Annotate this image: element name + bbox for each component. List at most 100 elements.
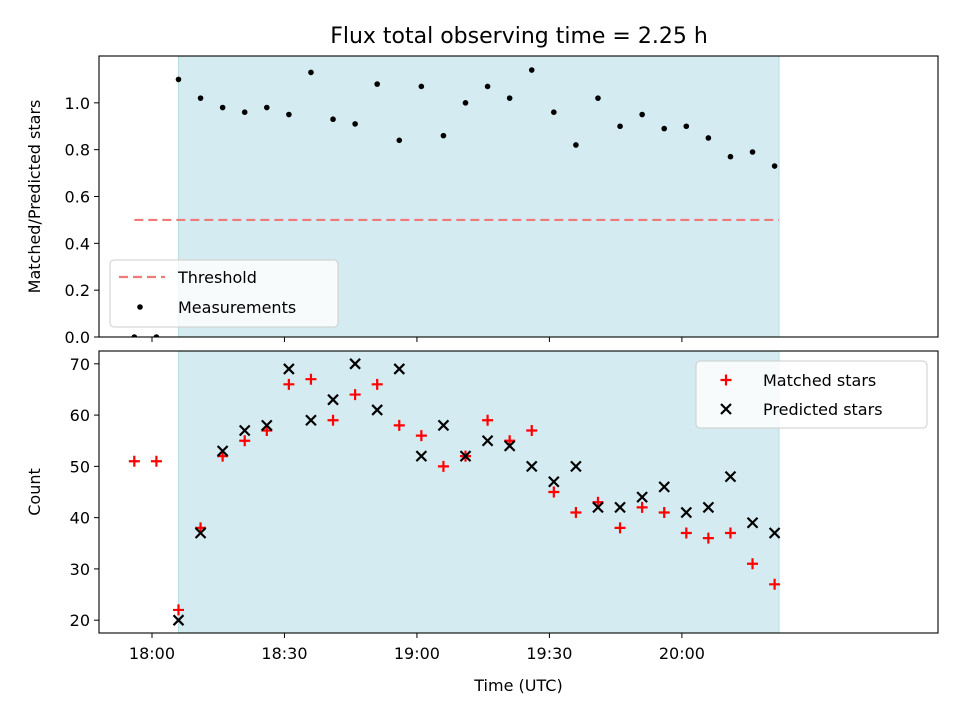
panel1-ytick-label: 0.8: [65, 141, 90, 160]
legend-measurements-swatch: [137, 304, 143, 310]
predicted-stars-point: [261, 419, 273, 432]
panel2-xtick-label: 18:30: [261, 644, 307, 663]
measurements-point: [484, 83, 491, 90]
matched-stars-point: [305, 373, 317, 385]
matched-stars-point: [371, 378, 383, 390]
matched-stars-point: [482, 414, 494, 426]
legend-predicted-label: Predicted stars: [763, 400, 883, 419]
panel2-ytick-label: 50: [70, 457, 90, 476]
matched-stars-point: [680, 527, 692, 539]
legend-predicted-swatch: [720, 403, 732, 415]
panel2-ylabel: Count: [25, 468, 44, 516]
matched-stars-point: [415, 430, 427, 442]
predicted-stars-point: [415, 450, 428, 462]
predicted-stars-point: [393, 363, 406, 375]
panel2-ytick-label: 20: [70, 611, 90, 630]
panel2-xtick-label: 20:00: [659, 644, 705, 663]
measurements-point: [771, 163, 778, 169]
matched-stars-point: [658, 507, 670, 519]
panel2-legend: Matched stars Predicted stars: [695, 360, 928, 429]
predicted-stars-point: [702, 501, 715, 514]
panel1-legend: Threshold Measurements: [109, 259, 339, 328]
measurements-point: [286, 111, 292, 118]
predicted-stars-point: [768, 527, 781, 539]
predicted-stars-point: [614, 501, 626, 514]
predicted-stars-point: [238, 424, 251, 437]
panel2-frame: [98, 350, 939, 634]
measurements-point: [749, 149, 756, 155]
panel2-ytick-label: 40: [70, 509, 90, 528]
predicted-stars-point: [658, 481, 670, 493]
predicted-stars-point: [305, 414, 317, 426]
measurements-point: [705, 135, 712, 141]
measurements-point: [683, 123, 690, 130]
predicted-stars-point: [746, 516, 759, 529]
matched-stars-point: [327, 414, 339, 426]
measurements-point: [639, 111, 645, 118]
predicted-stars-point: [172, 614, 185, 626]
matched-stars-point: [172, 604, 184, 616]
matched-stars-point: [437, 460, 449, 472]
panel2-ytick-label: 60: [70, 406, 90, 425]
matched-stars-point: [636, 501, 648, 513]
predicted-stars-point: [459, 450, 472, 462]
panel1-data-layer: [131, 67, 780, 337]
measurements-point: [308, 69, 314, 76]
measurements-point: [661, 125, 668, 132]
matched-stars-point: [548, 486, 560, 498]
panel1-ytick-label: 0.6: [65, 188, 90, 207]
matched-stars-point: [239, 435, 251, 447]
legend-threshold-label: Threshold: [177, 268, 257, 287]
predicted-stars-point: [525, 460, 538, 473]
panel2-xtick-label: 18:00: [129, 644, 175, 663]
measurements-point: [506, 95, 513, 101]
predicted-stars-point: [503, 440, 516, 452]
panel1-ylabel: Matched/Predicted stars: [25, 100, 44, 294]
panel2-legend-box: [695, 360, 928, 429]
measurements-point: [264, 104, 270, 111]
measurements-point: [131, 334, 138, 337]
predicted-stars-point: [194, 527, 207, 539]
matched-stars-point: [614, 522, 626, 534]
legend-measurements-label: Measurements: [178, 298, 296, 317]
matched-stars-point: [702, 532, 714, 544]
measurements-point: [462, 100, 469, 106]
matched-stars-point: [769, 578, 781, 590]
measurements-point: [595, 95, 601, 101]
matched-stars-point: [393, 419, 405, 431]
panel1-ytick-label: 0.0: [65, 328, 90, 347]
panel2-data-layer: [128, 358, 781, 626]
panel1-ytick-label: 0.4: [65, 234, 90, 253]
measurements-point: [197, 95, 204, 101]
predicted-stars-point: [349, 358, 361, 370]
matched-stars-point: [349, 389, 361, 401]
predicted-stars-point: [592, 501, 604, 514]
predicted-stars-point: [216, 445, 229, 457]
predicted-stars-point: [570, 460, 582, 473]
predicted-stars-point: [680, 506, 693, 519]
measurements-point: [528, 67, 535, 73]
predicted-stars-point: [724, 470, 737, 483]
matched-stars-point: [724, 527, 736, 539]
panel2-observing-span: [178, 351, 780, 633]
matched-stars-point: [150, 455, 162, 467]
panel1-ytick-label: 0.2: [65, 281, 90, 300]
predicted-stars-point: [548, 475, 560, 488]
predicted-stars-point: [481, 434, 494, 447]
matched-stars-point: [526, 424, 538, 436]
matched-stars-point: [128, 455, 140, 467]
predicted-stars-point: [636, 491, 648, 503]
measurements-point: [153, 334, 160, 337]
panel2-ytick-label: 30: [70, 560, 90, 579]
predicted-stars-point: [327, 393, 339, 406]
legend-matched-swatch: [720, 374, 732, 386]
predicted-stars-point: [283, 363, 295, 375]
panel1-ytick-label: 1.0: [65, 94, 90, 113]
measurements-point: [374, 81, 380, 87]
panel2-ytick-label: 70: [70, 355, 90, 374]
measurements-point: [241, 109, 248, 115]
measurements-point: [352, 121, 358, 127]
measurements-point: [396, 137, 403, 144]
measurements-point: [551, 109, 557, 115]
